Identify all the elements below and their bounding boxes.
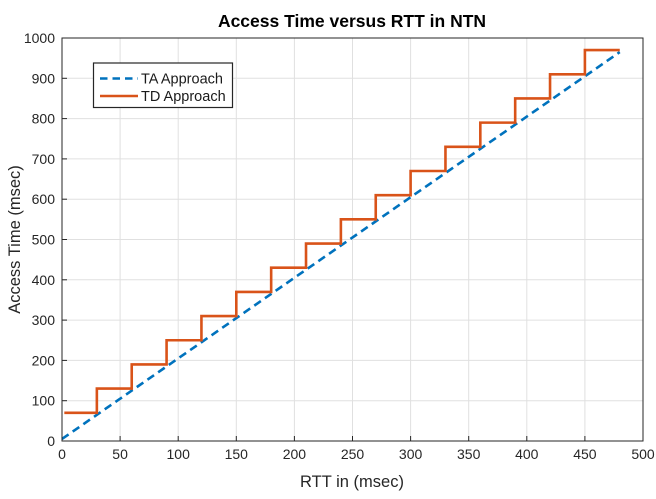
y-tick-label: 800 [32, 111, 56, 127]
x-axis-label: RTT in (msec) [300, 473, 404, 491]
legend: TA Approach TD Approach [92, 62, 234, 109]
y-tick-label: 900 [32, 70, 56, 86]
y-tick-label: 700 [32, 151, 56, 167]
x-tick-label: 350 [457, 446, 481, 462]
y-tick-label: 400 [32, 272, 56, 288]
series-line-td-approach [64, 48, 620, 415]
x-tick-label: 150 [225, 446, 249, 462]
y-tick-label: 1000 [24, 30, 55, 46]
gridlines [62, 38, 643, 441]
y-tick-label: 0 [47, 433, 55, 449]
legend-entry-td: TD Approach [141, 89, 226, 105]
y-tick-label: 300 [32, 312, 56, 328]
legend-entry-ta: TA Approach [141, 72, 223, 88]
x-tick-label: 450 [573, 446, 597, 462]
y-tick-label: 600 [32, 191, 56, 207]
x-tick-label: 300 [399, 446, 423, 462]
legend-box [92, 62, 234, 109]
series-line-ta-approach [61, 51, 621, 441]
chart-title: Access Time versus RTT in NTN [218, 11, 486, 31]
tick-labels: 0 50 100 150 200 250 300 350 400 450 500 0 100 200 300… [24, 30, 655, 462]
x-tick-label: 500 [631, 446, 655, 462]
x-tick-label: 250 [341, 446, 365, 462]
y-axis-label: Access Time (msec) [6, 165, 24, 314]
tick-marks [61, 37, 644, 442]
plot-series [61, 48, 621, 441]
x-tick-label: 100 [167, 446, 191, 462]
x-tick-label: 200 [283, 446, 307, 462]
x-tick-label: 400 [515, 446, 539, 462]
x-tick-label: 0 [58, 446, 66, 462]
y-tick-label: 100 [32, 393, 56, 409]
y-tick-label: 200 [32, 352, 56, 368]
x-tick-label: 50 [112, 446, 128, 462]
y-tick-label: 500 [32, 232, 56, 248]
